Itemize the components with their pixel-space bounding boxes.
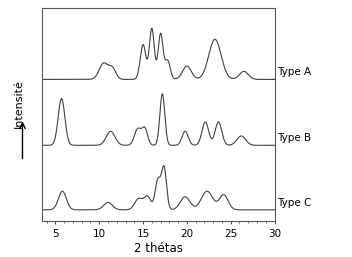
Text: Type C: Type C [277, 198, 311, 208]
Text: Type B: Type B [277, 133, 311, 143]
X-axis label: 2 thétas: 2 thétas [134, 242, 183, 255]
Text: Intensité: Intensité [14, 79, 24, 128]
Text: Type A: Type A [277, 67, 311, 77]
